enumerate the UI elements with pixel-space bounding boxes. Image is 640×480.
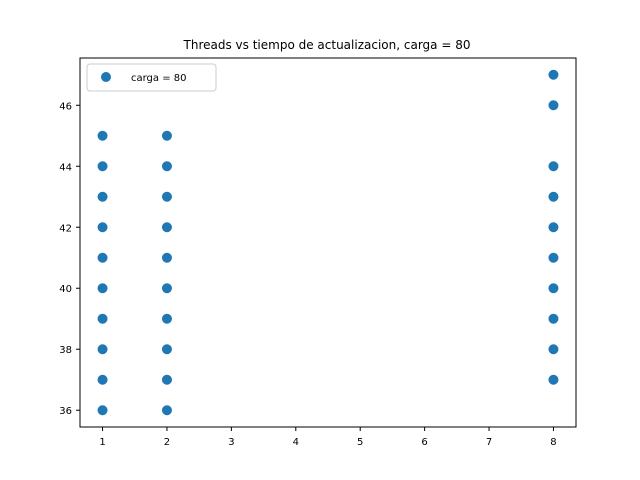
x-tick-label: 2: [164, 437, 170, 448]
legend-box: [86, 63, 217, 92]
data-point: [548, 191, 559, 202]
y-tick-label: 42: [59, 223, 72, 234]
data-point: [548, 313, 559, 324]
x-axis: 1 2 3 4 5 6 7 8: [99, 427, 557, 448]
data-point: [548, 344, 559, 355]
data-point: [161, 405, 172, 416]
data-point: [548, 374, 559, 385]
y-tick-label: 38: [59, 345, 72, 356]
y-tick-label: 46: [59, 101, 72, 112]
data-point: [161, 161, 172, 172]
data-point: [161, 344, 172, 355]
y-axis: 36 38 40 42 44 46: [59, 101, 80, 417]
data-point: [97, 313, 108, 324]
plot-frame: [79, 57, 577, 428]
x-tick-label: 3: [228, 437, 234, 448]
x-tick-label: 5: [357, 437, 363, 448]
x-tick-label: 1: [99, 437, 105, 448]
data-point: [97, 344, 108, 355]
data-point: [161, 130, 172, 141]
data-point: [161, 283, 172, 294]
data-point: [97, 374, 108, 385]
data-point: [161, 252, 172, 263]
legend-marker: [101, 72, 111, 82]
data-point: [97, 405, 108, 416]
chart-title: Threads vs tiempo de actualizacion, carg…: [183, 38, 471, 52]
data-point: [548, 69, 559, 80]
data-point: [161, 191, 172, 202]
y-tick-label: 36: [59, 406, 72, 417]
data-point: [97, 283, 108, 294]
data-point: [97, 130, 108, 141]
data-point: [161, 222, 172, 233]
data-point: [97, 161, 108, 172]
data-point: [548, 161, 559, 172]
data-point: [548, 252, 559, 263]
x-tick-label: 6: [421, 437, 427, 448]
points-layer: [97, 69, 559, 416]
legend: carga = 80: [86, 63, 217, 92]
legend-label: carga = 80: [131, 73, 187, 84]
y-tick-label: 40: [59, 284, 72, 295]
x-tick-label: 7: [486, 437, 492, 448]
data-point: [548, 100, 559, 111]
y-tick-label: 44: [59, 162, 72, 173]
data-point: [161, 313, 172, 324]
data-point: [97, 222, 108, 233]
x-tick-label: 8: [550, 437, 556, 448]
data-point: [97, 252, 108, 263]
data-point: [161, 374, 172, 385]
data-point: [548, 222, 559, 233]
data-point: [548, 283, 559, 294]
data-point: [97, 191, 108, 202]
x-tick-label: 4: [293, 437, 299, 448]
